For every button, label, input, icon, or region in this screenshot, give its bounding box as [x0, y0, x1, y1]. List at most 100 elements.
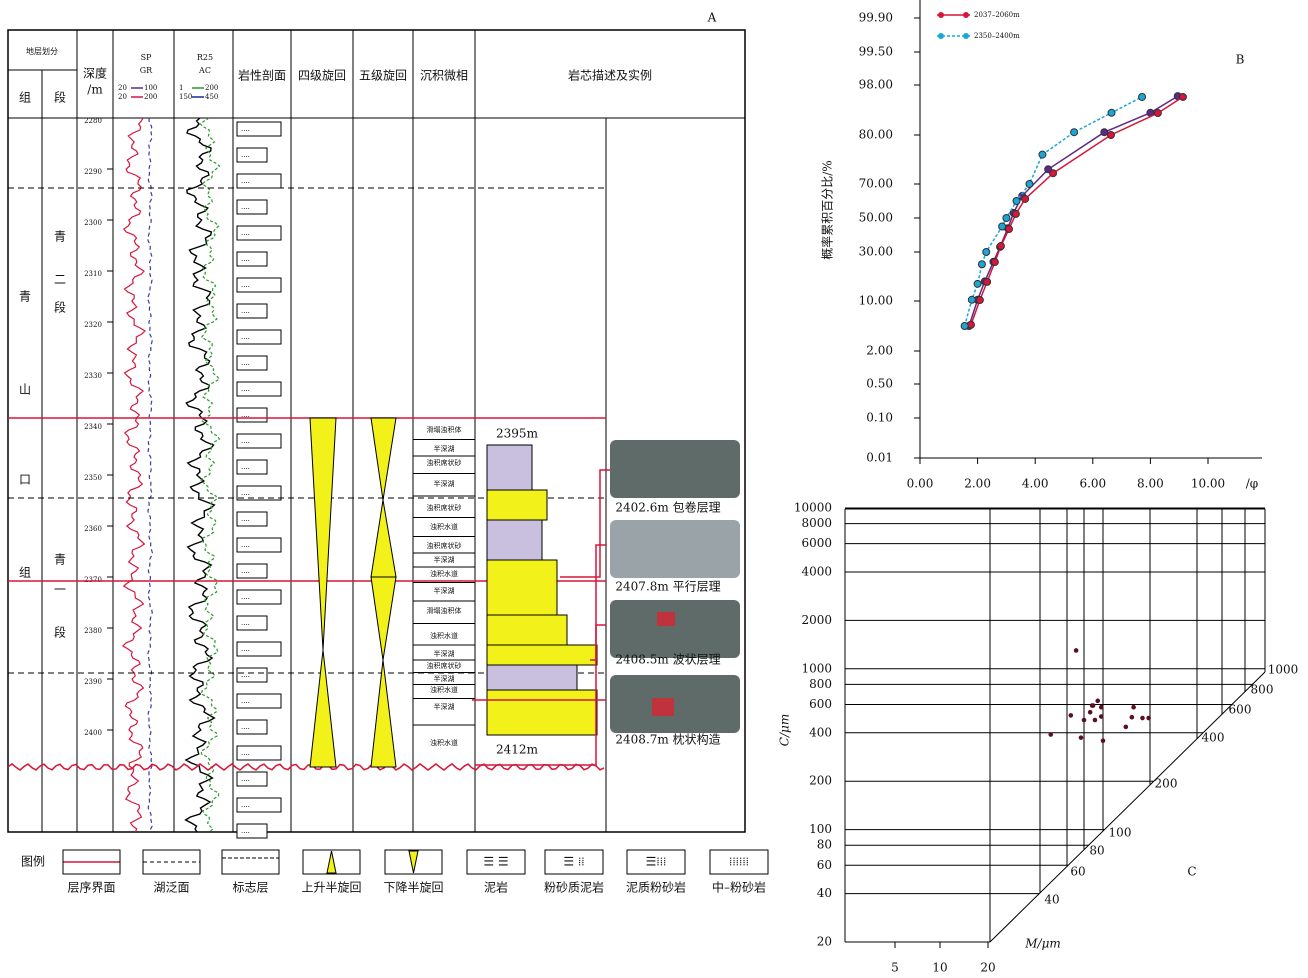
label: 2.00: [964, 477, 991, 491]
label: 1: [179, 84, 183, 92]
legend-marker: [938, 12, 944, 18]
point: [1048, 732, 1053, 737]
label: 600: [1229, 703, 1252, 717]
lith-dots: ....: [241, 801, 250, 809]
label: 湖泛面: [153, 880, 189, 895]
label: GR: [140, 66, 153, 75]
label: 2402.6m 包卷层理: [615, 500, 720, 515]
lith-dots: ....: [241, 281, 250, 289]
core-bed: [487, 445, 532, 490]
label: 0.10: [866, 411, 893, 425]
label: B: [1236, 53, 1245, 67]
label: 8.00: [1137, 477, 1164, 491]
lith-dots: ....: [241, 749, 250, 757]
core-bed: [487, 665, 577, 690]
rule: [990, 672, 1265, 942]
label: 青: [54, 553, 66, 567]
label: 段: [54, 90, 66, 105]
label: 800: [809, 677, 832, 691]
label: 2310: [84, 270, 102, 278]
label: SP: [141, 53, 152, 62]
label: 1000: [801, 661, 832, 675]
lith-dots: ....: [241, 515, 250, 523]
point: [1039, 151, 1046, 158]
figure: A地层划分组段深度/mSPGRR25AC20100202001200150450…: [0, 0, 1308, 978]
point: [984, 278, 991, 285]
label: 20: [118, 93, 127, 101]
label: 泥质粉砂岩: [626, 880, 686, 895]
lith-dots: ....: [241, 697, 250, 705]
lith-dots: ....: [241, 151, 250, 159]
point: [1130, 715, 1135, 720]
legend-swatch: [222, 850, 279, 874]
point: [1154, 110, 1161, 117]
label: 2395m: [496, 427, 539, 441]
label: 2.00: [866, 344, 893, 358]
label: C/μm: [778, 714, 792, 746]
label: 段: [54, 300, 66, 315]
label: 200: [205, 84, 218, 92]
legend-pattern: ☰ ☰: [483, 855, 508, 869]
label: 半深湖: [434, 702, 455, 711]
series-line: [965, 97, 1142, 326]
label: 2360: [84, 525, 102, 533]
label: 8000: [801, 516, 832, 530]
cycle: [310, 418, 336, 650]
legend-marker: [938, 33, 944, 39]
label: 450: [205, 93, 218, 101]
label: 6000: [801, 536, 832, 550]
sample-mark: [657, 612, 675, 626]
lith-dots: ....: [241, 775, 250, 783]
lith-dots: ....: [241, 723, 250, 731]
label: 10.00: [859, 294, 893, 308]
point: [1012, 210, 1019, 217]
label: 2407.8m 平行层理: [615, 580, 720, 594]
point: [1108, 109, 1115, 116]
cycle: [371, 660, 396, 767]
label: 0.01: [866, 451, 893, 465]
label: 浊积席状砂: [427, 458, 462, 467]
label: 0.50: [866, 377, 893, 391]
point: [968, 296, 975, 303]
core-photo: [610, 600, 740, 658]
label: 100: [809, 822, 832, 836]
label: 4000: [801, 564, 832, 578]
label: 2330: [84, 372, 102, 380]
lith-dots: ....: [241, 177, 250, 185]
label: 段: [54, 625, 66, 640]
label: 山: [19, 383, 31, 397]
point: [1095, 699, 1100, 704]
label: 5: [891, 961, 899, 975]
label: 上升半旋回: [301, 881, 361, 895]
label: 2340: [84, 423, 102, 431]
label: 2000: [801, 613, 832, 627]
label: 1000: [1268, 663, 1299, 677]
label: 泥岩: [484, 880, 508, 895]
label: 10.00: [1191, 477, 1225, 491]
point: [1179, 93, 1186, 100]
label: 浊积水道: [430, 738, 458, 747]
label: 五级旋回: [359, 69, 407, 83]
label: 40: [1044, 893, 1059, 907]
label: 组: [19, 91, 31, 105]
point: [1107, 132, 1114, 139]
label: 2300: [84, 219, 102, 227]
cycle: [371, 577, 396, 660]
core-bed: [487, 690, 597, 735]
label: 80: [1089, 844, 1104, 858]
label: /φ: [1246, 477, 1258, 491]
core-bed: [487, 645, 597, 665]
point: [1099, 714, 1104, 719]
label: 10000: [794, 501, 832, 515]
label: 下降半旋回: [383, 881, 443, 895]
label: 地层划分: [26, 46, 58, 56]
point: [1139, 93, 1146, 100]
point: [1069, 713, 1074, 718]
label: 标志层: [232, 881, 268, 895]
point: [1079, 735, 1084, 740]
point: [1005, 226, 1012, 233]
point: [1013, 198, 1020, 205]
label: 浊积水道: [430, 685, 458, 694]
point: [997, 243, 1004, 250]
label: 2400: [84, 729, 102, 737]
